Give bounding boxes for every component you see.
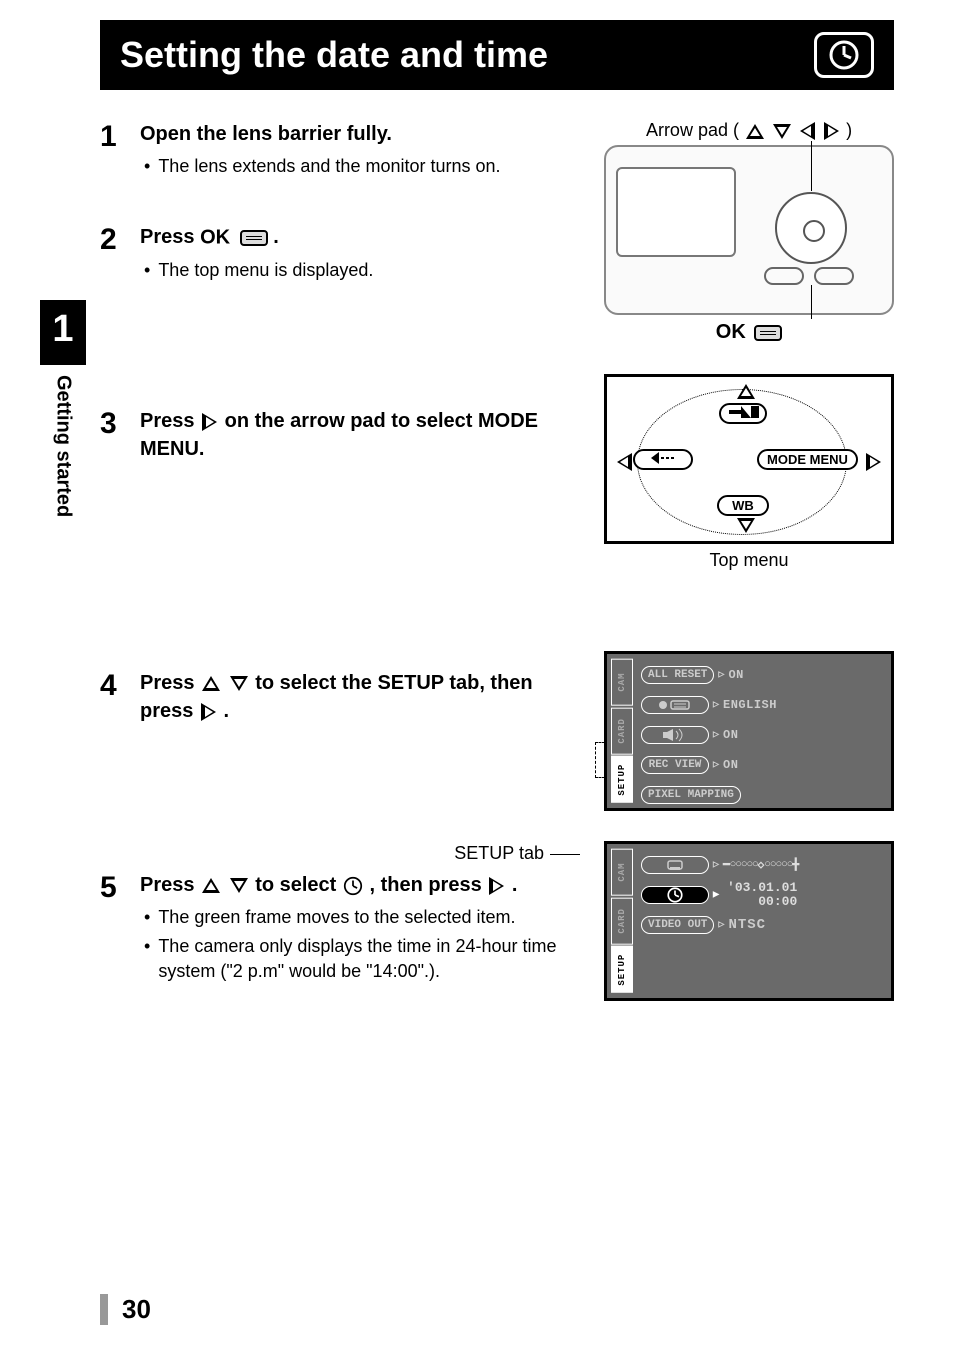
right-arrow-icon <box>866 453 881 471</box>
exposure-icon <box>719 403 767 424</box>
clock-icon <box>342 874 370 896</box>
chapter-number: 1 <box>40 300 85 365</box>
menu-row: ▷ ENGLISH <box>641 692 885 718</box>
tab-card: CARD <box>611 708 633 755</box>
down-arrow-icon <box>773 124 791 139</box>
step-4: 4 Press to select the SETUP tab, then pr… <box>100 669 584 731</box>
step-5: 5 Press to select , then press . <box>100 871 584 989</box>
step-bullet: The green frame moves to the selected it… <box>140 905 584 930</box>
right-arrow-icon <box>201 703 216 721</box>
wb-pill: WB <box>717 495 769 516</box>
menu-row: ALL RESET ▷ ON <box>641 662 885 688</box>
brightness-slider: ━○○○○○◇○○○○○╋ <box>723 858 799 872</box>
step-2: 2 Press OK . The top menu is displayed. <box>100 223 584 287</box>
menu-row: VIDEO OUT ▷ NTSC <box>641 912 885 938</box>
up-arrow-icon <box>202 878 220 893</box>
left-arrow-icon <box>800 122 815 140</box>
language-icon <box>641 696 709 714</box>
tab-cam: CAM <box>611 659 633 706</box>
tab-setup: SETUP <box>611 756 633 803</box>
step-title: Press on the arrow pad to select MODE ME… <box>140 407 584 463</box>
right-arrow-icon <box>202 413 217 431</box>
menu-row: ▷ ON <box>641 722 885 748</box>
chapter-tab: 1 Getting started <box>40 300 86 517</box>
down-arrow-icon <box>230 878 248 893</box>
right-caret-icon: ▷ <box>713 699 719 711</box>
right-caret-icon: ▷ <box>718 919 724 931</box>
menu-row: ▷ ━○○○○○◇○○○○○╋ <box>641 852 885 878</box>
menu-row: ▶ '03.01.01 00:00 <box>641 882 885 908</box>
arrow-pad-label: Arrow pad ( ) <box>604 120 894 141</box>
menu-row: PIXEL MAPPING <box>641 782 885 808</box>
camera-illustration <box>604 145 894 315</box>
right-caret-icon: ▷ <box>718 669 724 681</box>
page-title: Setting the date and time <box>120 34 548 76</box>
step-bullet: The camera only displays the time in 24-… <box>140 934 584 984</box>
chapter-name: Getting started <box>52 375 75 517</box>
menu-icon <box>754 325 782 341</box>
step-3: 3 Press on the arrow pad to select MODE … <box>100 407 584 469</box>
step-title: Press to select the SETUP tab, then pres… <box>140 669 584 725</box>
ok-label: OK <box>200 227 230 249</box>
up-arrow-icon <box>746 124 764 139</box>
step-1: 1 Open the lens barrier fully. The lens … <box>100 120 584 183</box>
tab-cam: CAM <box>611 849 633 896</box>
right-caret-icon: ▷ <box>713 729 719 741</box>
step-number: 3 <box>100 407 140 469</box>
right-caret-icon: ▷ <box>713 859 719 871</box>
right-caret-icon: ▷ <box>713 759 719 771</box>
right-caret-icon: ▶ <box>713 889 719 901</box>
datetime-menu-screenshot: CAM CARD SETUP ▷ ━○○○○○◇○○○○○╋ <box>604 841 894 1001</box>
down-arrow-icon <box>737 518 755 533</box>
step-title: Press OK . <box>140 223 584 252</box>
page-header: Setting the date and time <box>100 20 894 90</box>
mode-menu-pill: MODE MENU <box>757 449 858 470</box>
step-title: Open the lens barrier fully. <box>140 120 584 148</box>
right-arrow-icon <box>824 122 839 140</box>
step-number: 5 <box>100 871 140 989</box>
clock-icon <box>814 32 874 78</box>
page-number: 30 <box>100 1294 151 1325</box>
tab-card: CARD <box>611 898 633 945</box>
tab-setup: SETUP <box>611 946 633 993</box>
down-arrow-icon <box>230 676 248 691</box>
step-number: 2 <box>100 223 140 287</box>
ok-button-label: OK <box>604 321 894 344</box>
step-bullet: The top menu is displayed. <box>140 258 584 283</box>
up-arrow-icon <box>202 676 220 691</box>
beep-icon <box>641 726 709 744</box>
step-bullet: The lens extends and the monitor turns o… <box>140 154 584 179</box>
clock-icon <box>641 886 709 904</box>
up-arrow-icon <box>737 384 755 399</box>
menu-icon <box>240 230 268 246</box>
step-number: 1 <box>100 120 140 183</box>
step-title: Press to select , then press . <box>140 871 584 899</box>
menu-row: REC VIEW ▷ ON <box>641 752 885 778</box>
left-arrow-icon <box>617 453 632 471</box>
step-number: 4 <box>100 669 140 731</box>
brightness-icon <box>641 856 709 874</box>
top-menu-diagram: MODE MENU WB <box>604 374 894 544</box>
top-menu-caption: Top menu <box>604 550 894 571</box>
playback-icon <box>633 449 693 470</box>
datetime-value: '03.01.01 00:00 <box>727 881 797 910</box>
setup-menu-screenshot: CAM CARD SETUP ALL RESET ▷ ON ▷ <box>604 651 894 811</box>
right-arrow-icon <box>489 877 504 895</box>
